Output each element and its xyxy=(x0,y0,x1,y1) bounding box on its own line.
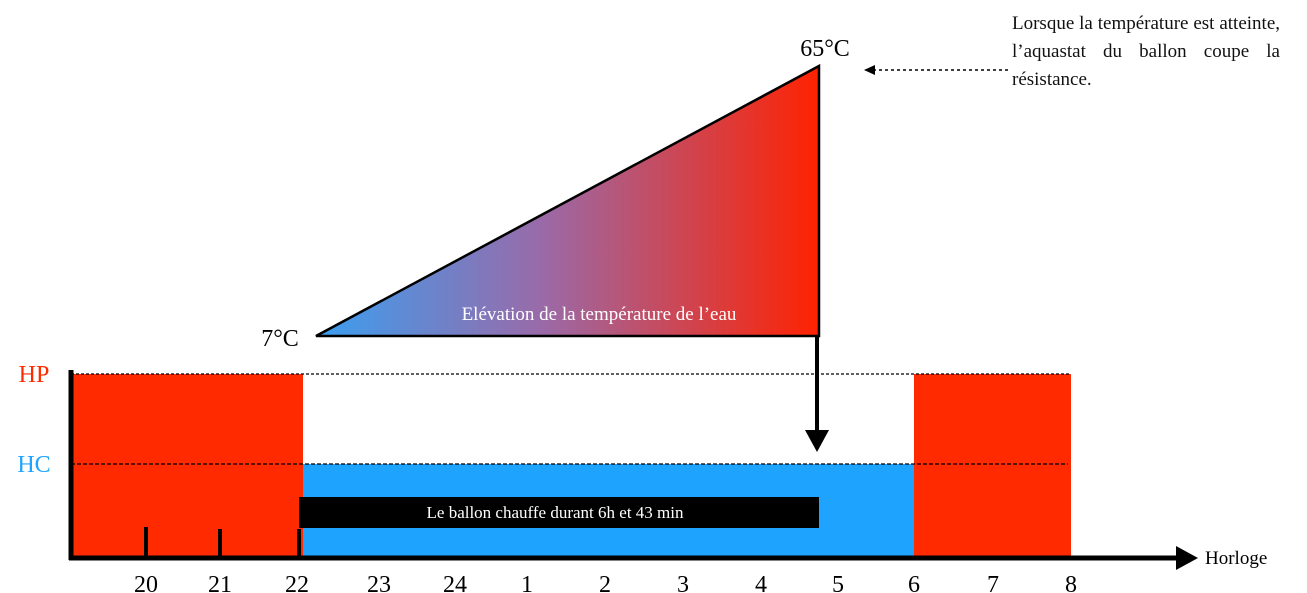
hour-label: 23 xyxy=(367,572,391,593)
cutoff-arrowhead xyxy=(805,430,829,452)
hour-label: 4 xyxy=(755,572,767,593)
hour-label: 21 xyxy=(208,572,232,593)
hour-label: 20 xyxy=(134,572,158,593)
temp-high-label: 65°C xyxy=(800,36,850,62)
hp-block-morning xyxy=(914,374,1071,558)
hp-block-evening xyxy=(71,374,303,558)
x-axis-label: Horloge xyxy=(1205,548,1267,569)
note-pointer-arrowhead xyxy=(864,65,875,75)
hp-axis-label: HP xyxy=(19,362,50,388)
hour-label: 1 xyxy=(521,572,533,593)
hour-label: 24 xyxy=(443,572,467,593)
hour-label: 7 xyxy=(987,572,999,593)
temp-low-label: 7°C xyxy=(261,326,299,352)
heating-duration-label: Le ballon chauffe durant 6h et 43 min xyxy=(427,503,684,522)
aquastat-note: Lorsque la température est atteinte, l’a… xyxy=(1012,13,1280,90)
hour-label: 22 xyxy=(285,572,309,593)
hour-label: 3 xyxy=(677,572,689,593)
hour-label: 6 xyxy=(908,572,920,593)
hour-label: 8 xyxy=(1065,572,1077,593)
triangle-caption: Elévation de la température de l’eau xyxy=(462,304,737,325)
x-axis-arrowhead xyxy=(1176,546,1198,570)
hour-label: 2 xyxy=(599,572,611,593)
hc-axis-label: HC xyxy=(17,452,50,478)
heating-duration-bar xyxy=(299,497,819,528)
hour-labels: 20 21 22 23 24 1 2 3 4 5 6 7 8 xyxy=(134,572,1077,593)
hour-label: 5 xyxy=(832,572,844,593)
temperature-rise-triangle xyxy=(315,63,821,338)
